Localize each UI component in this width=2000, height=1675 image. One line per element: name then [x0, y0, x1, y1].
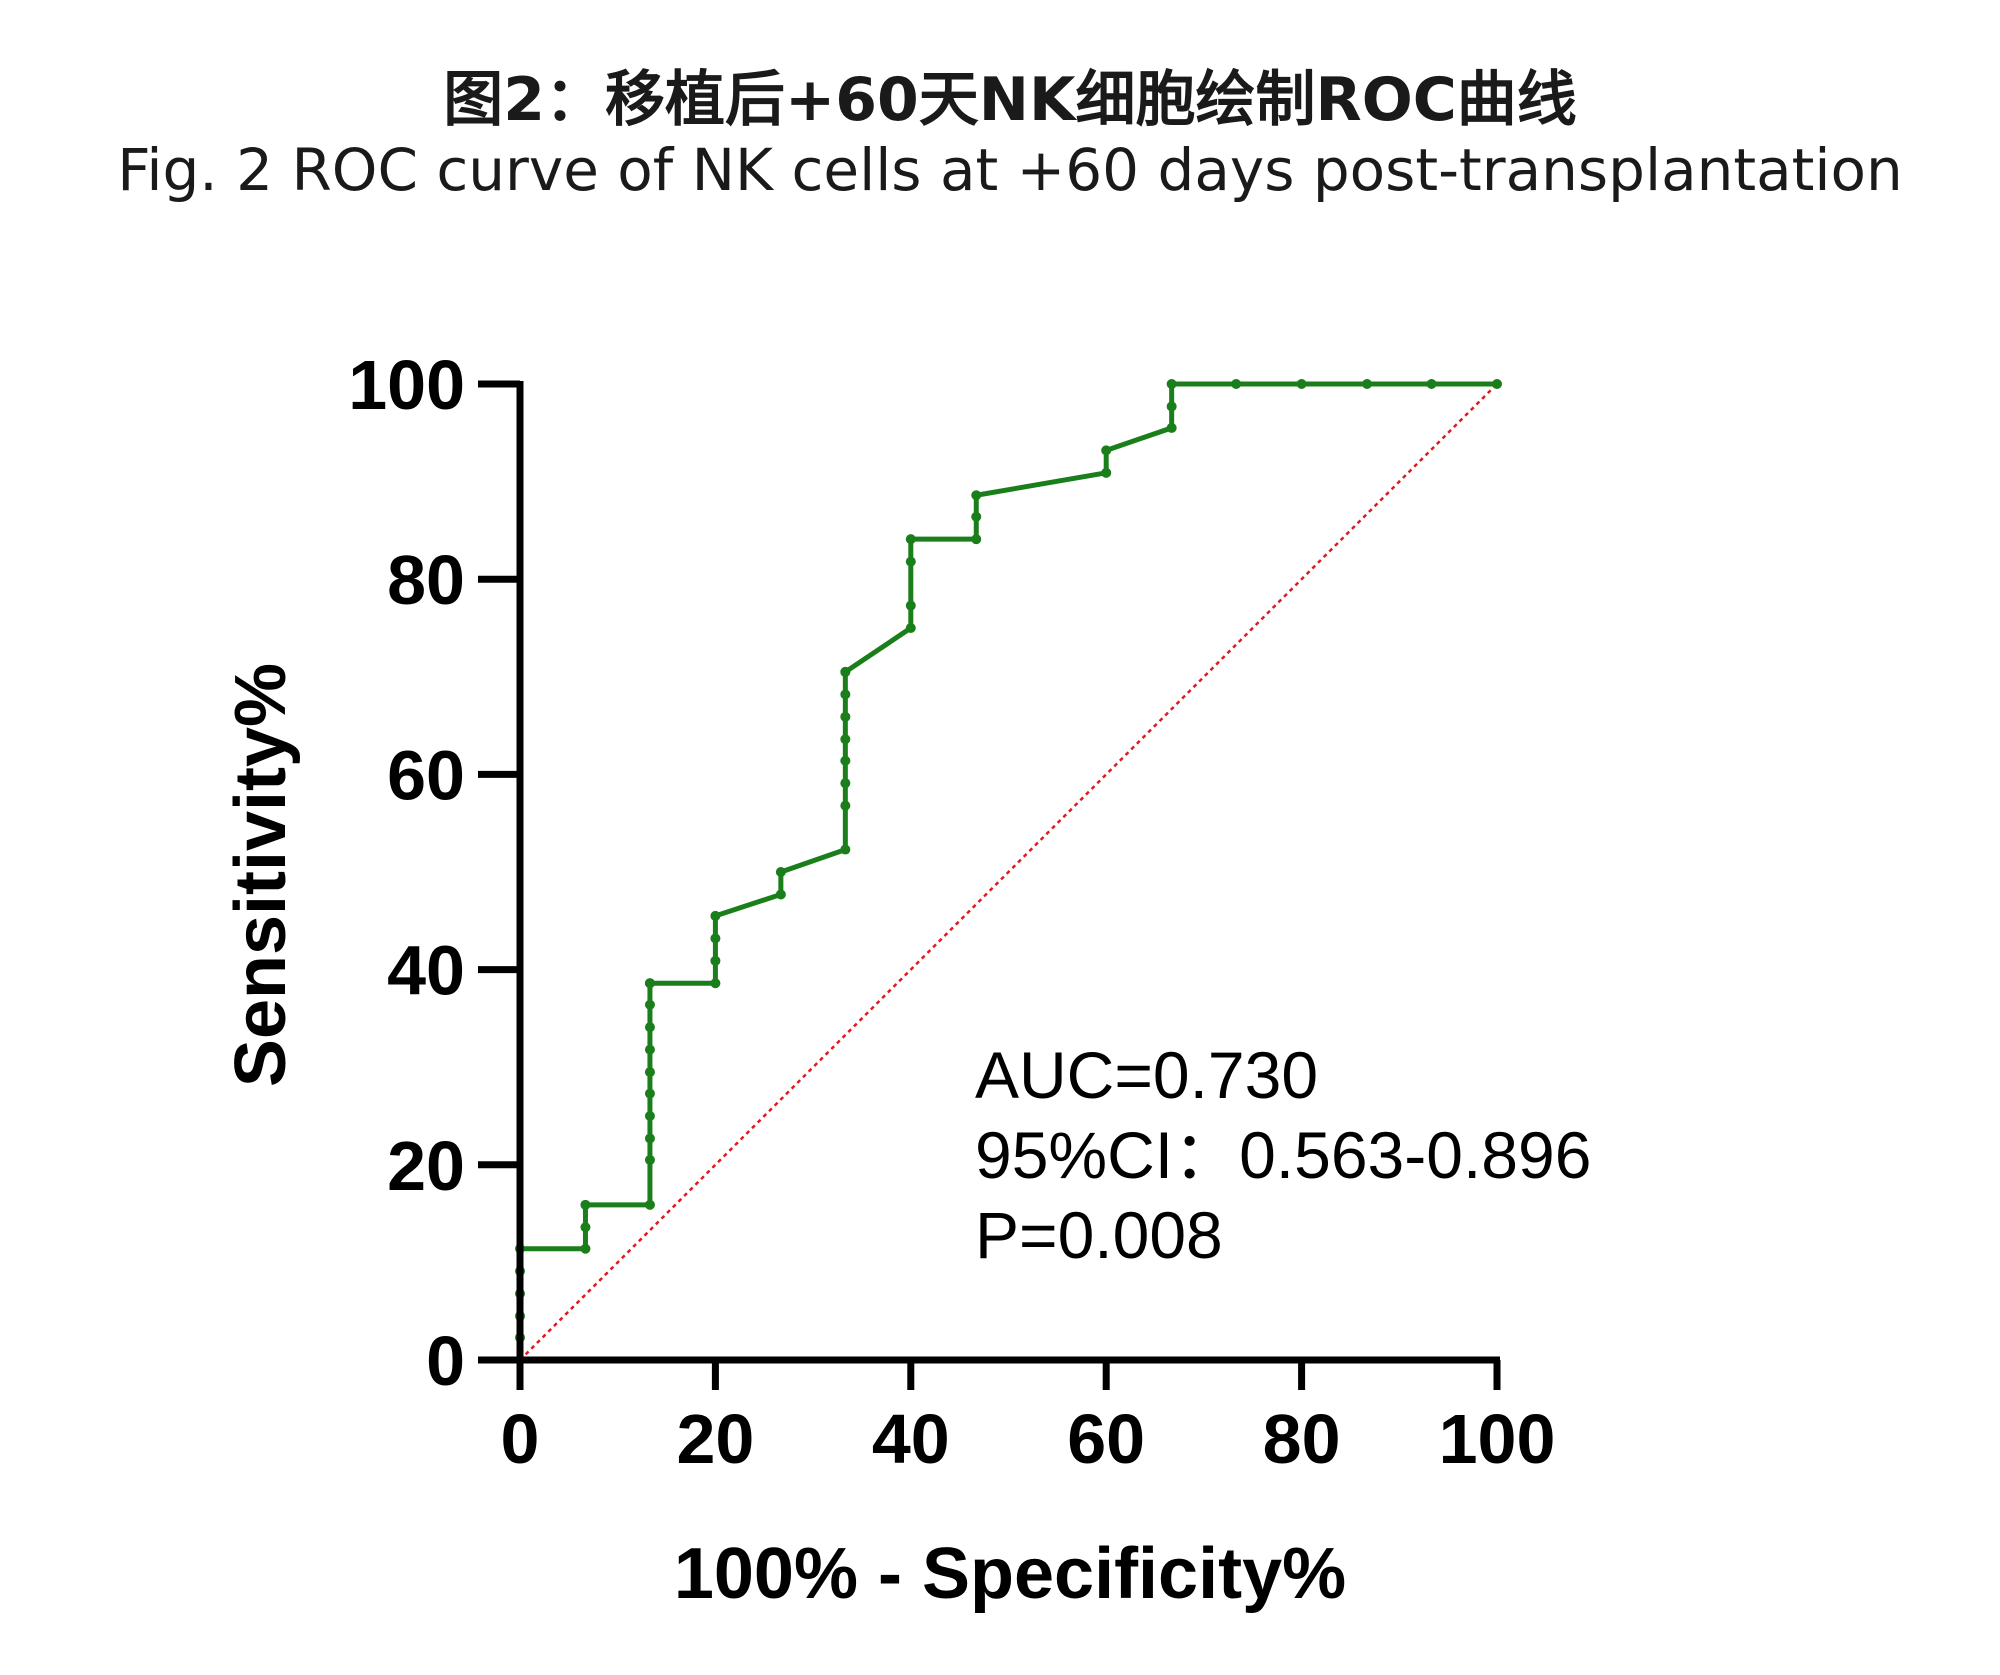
- x-tick-label: 60: [1067, 1400, 1145, 1478]
- p-value-annotation: P=0.008: [975, 1198, 1223, 1272]
- roc-point: [1101, 445, 1112, 456]
- roc-point: [840, 778, 851, 789]
- roc-point: [1492, 379, 1502, 389]
- reference-line-group: [519, 383, 1498, 1361]
- chart-subtitle: Fig. 2 ROC curve of NK cells at +60 days…: [117, 136, 1903, 204]
- y-tick-label: 80: [387, 541, 465, 619]
- roc-point: [1362, 379, 1373, 389]
- y-tick-label: 40: [387, 932, 465, 1010]
- roc-point: [905, 534, 916, 545]
- roc-point: [1166, 422, 1177, 433]
- roc-point: [644, 1111, 655, 1121]
- roc-point: [710, 978, 721, 989]
- reference-diagonal-line: [519, 383, 1498, 1361]
- roc-point: [971, 490, 982, 501]
- roc-point: [775, 889, 786, 900]
- x-tick-label: 0: [501, 1400, 540, 1478]
- chart-title: 图2：移植后+60天NK细胞绘制ROC曲线: [443, 65, 1576, 135]
- roc-point: [644, 999, 655, 1010]
- x-tick-label: 100: [1439, 1400, 1556, 1478]
- roc-point: [840, 800, 851, 811]
- ci-annotation: 95%CI：0.563-0.896: [975, 1118, 1591, 1192]
- roc-point: [840, 844, 851, 855]
- roc-point: [1166, 379, 1177, 389]
- roc-point: [971, 534, 982, 545]
- roc-point: [710, 933, 721, 944]
- roc-point: [644, 1199, 655, 1210]
- roc-point: [710, 955, 721, 966]
- x-axis-title: 100% - Specificity%: [674, 1534, 1346, 1614]
- roc-point: [775, 867, 786, 877]
- roc-point: [580, 1222, 591, 1233]
- x-tick-labels: 0 20 40 60 80 100: [501, 1400, 1556, 1478]
- x-tick-label: 40: [872, 1400, 950, 1478]
- roc-point: [644, 1154, 655, 1165]
- roc-curve-group: [515, 379, 1502, 1365]
- roc-point: [1426, 379, 1437, 389]
- roc-point: [1296, 379, 1307, 389]
- x-tick-label: 20: [676, 1400, 754, 1478]
- y-tick-label: 0: [426, 1322, 465, 1400]
- roc-point: [644, 1133, 655, 1144]
- roc-point: [1231, 379, 1242, 389]
- y-tick-labels: 0 20 40 60 80 100: [348, 346, 465, 1400]
- roc-point: [840, 711, 851, 722]
- roc-point: [905, 556, 916, 567]
- roc-point: [840, 734, 851, 745]
- roc-point: [840, 666, 851, 677]
- roc-point: [840, 755, 851, 766]
- y-tick-label: 20: [387, 1127, 465, 1205]
- roc-point: [1166, 401, 1177, 412]
- roc-point: [644, 1044, 655, 1055]
- roc-point: [971, 511, 982, 522]
- axes-group: [478, 380, 1501, 1390]
- roc-point: [1101, 467, 1112, 478]
- roc-point: [644, 1088, 655, 1099]
- y-tick-label: 100: [348, 346, 465, 424]
- roc-point: [905, 600, 916, 611]
- roc-point: [580, 1243, 591, 1254]
- roc-point: [905, 623, 916, 633]
- y-axis-title: Sensitivity%: [221, 663, 301, 1087]
- roc-point: [710, 910, 721, 921]
- roc-point: [644, 978, 655, 989]
- roc-point: [644, 1067, 655, 1078]
- roc-point: [580, 1199, 591, 1210]
- y-tick-label: 60: [387, 736, 465, 814]
- x-tick-label: 80: [1263, 1400, 1341, 1478]
- roc-point: [840, 689, 851, 700]
- auc-annotation: AUC=0.730: [975, 1038, 1318, 1112]
- roc-point: [644, 1022, 655, 1033]
